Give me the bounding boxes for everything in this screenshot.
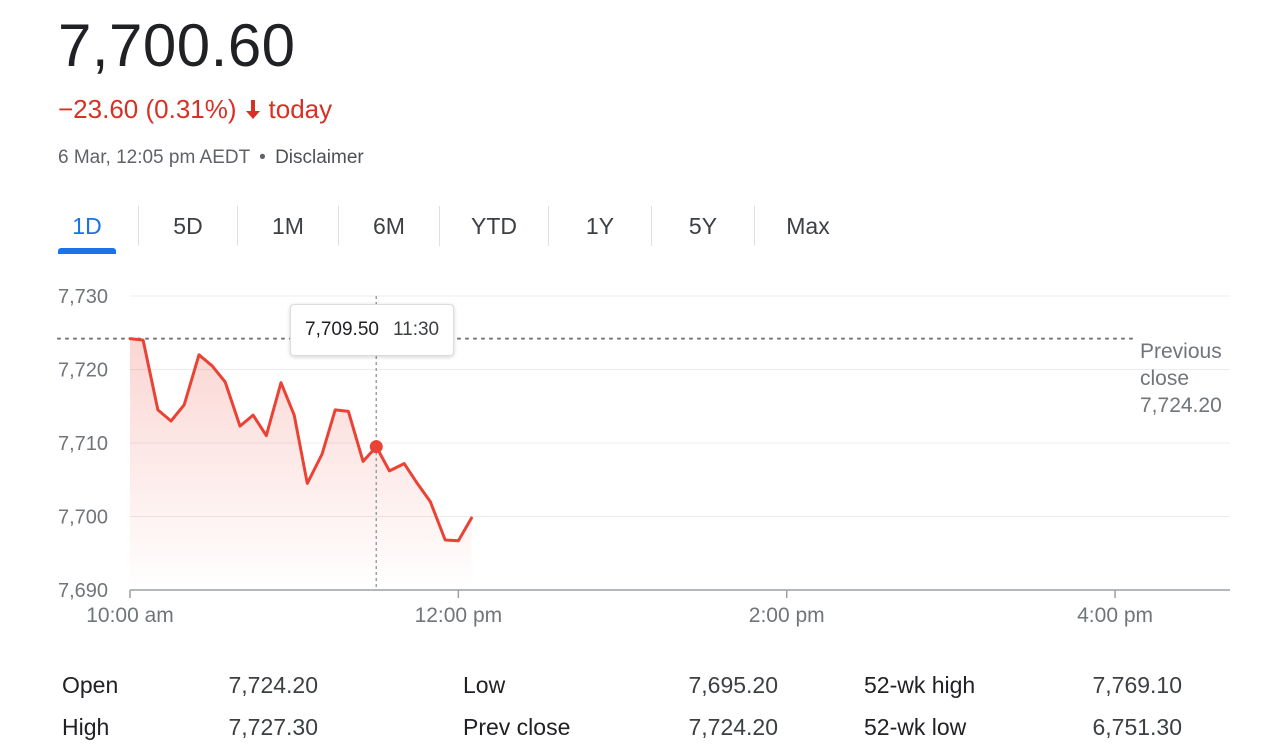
stats-row: High 7,727.30 Prev close 7,724.20 52-wk … [62,706,1242,748]
stat-value-open: 7,724.20 [228,672,318,698]
price-change-value: −23.60 (0.31%) [58,94,237,124]
stats-row: Open 7,724.20 Low 7,695.20 52-wk high 7,… [62,664,1242,706]
tab-5d[interactable]: 5D [173,212,203,239]
x-tick-label: 10:00 am [86,604,174,627]
stat-label-prev-close: Prev close [463,714,571,740]
quote-timestamp: 6 Mar, 12:05 pm AEDT [58,147,250,168]
previous-close-label: 7,724.20 [1140,394,1222,417]
y-tick-label: 7,690 [58,580,108,602]
meta-separator: • [259,147,266,168]
y-tick-label: 7,730 [58,286,108,308]
price-change: −23.60 (0.31%) today [58,92,332,126]
x-tick-label: 4:00 pm [1077,604,1153,627]
tab-divider [754,206,755,246]
tab-5y[interactable]: 5Y [688,212,718,239]
stat-label-52wk-low: 52-wk low [864,714,967,740]
quote-meta: 6 Mar, 12:05 pm AEDT • Disclaimer [58,146,364,170]
tab-divider [439,206,440,246]
tab-divider [651,206,652,246]
hover-point [369,440,383,454]
hover-tooltip: 7,709.50 11:30 [290,304,455,356]
tooltip-time: 11:30 [392,319,440,340]
y-tick-label: 7,710 [58,433,108,455]
stat-value-low: 7,695.20 [688,672,778,698]
current-price: 7,700.60 [58,12,296,79]
stat-value-52wk-low: 6,751.30 [1092,714,1182,740]
stat-value-high: 7,727.30 [228,714,318,740]
stat-label-high: High [62,714,110,740]
y-tick-label: 7,700 [58,507,108,529]
price-area-fill [130,338,472,590]
stat-label-low: Low [463,672,506,698]
tab-1d[interactable]: 1D [58,204,116,254]
tooltip-value: 7,709.50 [305,319,379,340]
disclaimer-link[interactable]: Disclaimer [275,147,364,168]
tab-max[interactable]: Max [786,212,830,239]
arrow-down-icon [245,100,260,119]
tab-1y[interactable]: 1Y [585,212,615,239]
stat-label-52wk-high: 52-wk high [864,672,976,698]
price-line [128,337,473,543]
previous-close-label: close [1140,367,1189,390]
tab-6m[interactable]: 6M [373,212,405,239]
previous-close-label: Previous [1140,340,1222,363]
stats-table: Open 7,724.20 Low 7,695.20 52-wk high 7,… [62,664,1242,748]
stat-label-open: Open [62,672,119,698]
x-tick-label: 2:00 pm [749,604,825,627]
stat-value-prev-close: 7,724.20 [688,714,778,740]
y-tick-label: 7,720 [58,360,108,382]
tab-1m[interactable]: 1M [272,212,304,239]
range-tabs: 1D 5D 1M 6M YTD 1Y 5Y Max [58,204,861,256]
tab-ytd[interactable]: YTD [471,212,517,239]
tab-divider [548,206,549,246]
x-tick-label: 12:00 pm [415,604,503,627]
tab-divider [237,206,238,246]
stat-value-52wk-high: 7,769.10 [1092,672,1182,698]
tab-divider [338,206,339,246]
tab-divider [138,206,139,246]
price-change-period: today [268,94,333,124]
